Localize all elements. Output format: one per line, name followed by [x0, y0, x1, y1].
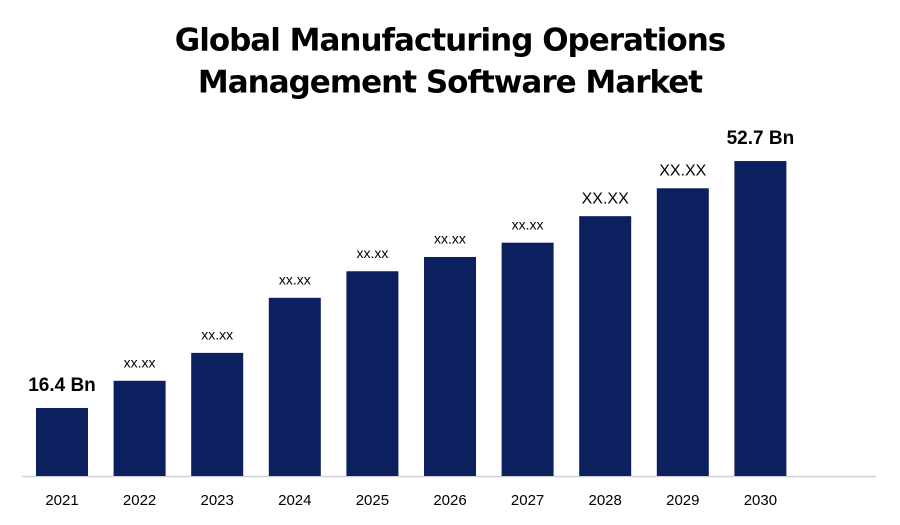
value-label: XX.XX — [659, 162, 706, 179]
bar — [113, 380, 166, 476]
chart-title: Global Manufacturing Operations — [175, 23, 725, 59]
chart-title: Management Software Market — [198, 65, 703, 101]
value-label: XX.XX — [582, 190, 629, 207]
bar — [268, 297, 321, 476]
value-label: xx.xx — [434, 231, 466, 247]
x-tick-label: 2027 — [511, 492, 544, 509]
value-label: 52.7 Bn — [727, 128, 795, 149]
value-label: xx.xx — [356, 245, 388, 261]
bar — [36, 407, 88, 476]
x-tick-label: 2026 — [433, 492, 466, 509]
x-tick-label: 2030 — [744, 492, 777, 509]
bar — [424, 256, 476, 476]
value-label: 16.4 Bn — [28, 375, 96, 396]
bar — [734, 161, 787, 476]
bar — [656, 188, 709, 476]
value-label: xx.xx — [279, 271, 311, 287]
x-tick-label: 2024 — [278, 492, 311, 509]
bar — [501, 242, 554, 476]
bar — [579, 216, 632, 476]
x-tick-label: 2022 — [123, 492, 156, 509]
x-tick-label: 2028 — [589, 492, 622, 509]
x-tick-label: 2021 — [45, 492, 78, 509]
x-tick-label: 2029 — [666, 492, 699, 509]
x-tick-label: 2025 — [356, 492, 389, 509]
bar — [346, 271, 399, 476]
value-label: xx.xx — [124, 354, 156, 370]
x-tick-label: 2023 — [201, 492, 234, 509]
bar — [191, 352, 244, 476]
value-label: xx.xx — [512, 216, 544, 232]
value-label: xx.xx — [201, 327, 233, 343]
